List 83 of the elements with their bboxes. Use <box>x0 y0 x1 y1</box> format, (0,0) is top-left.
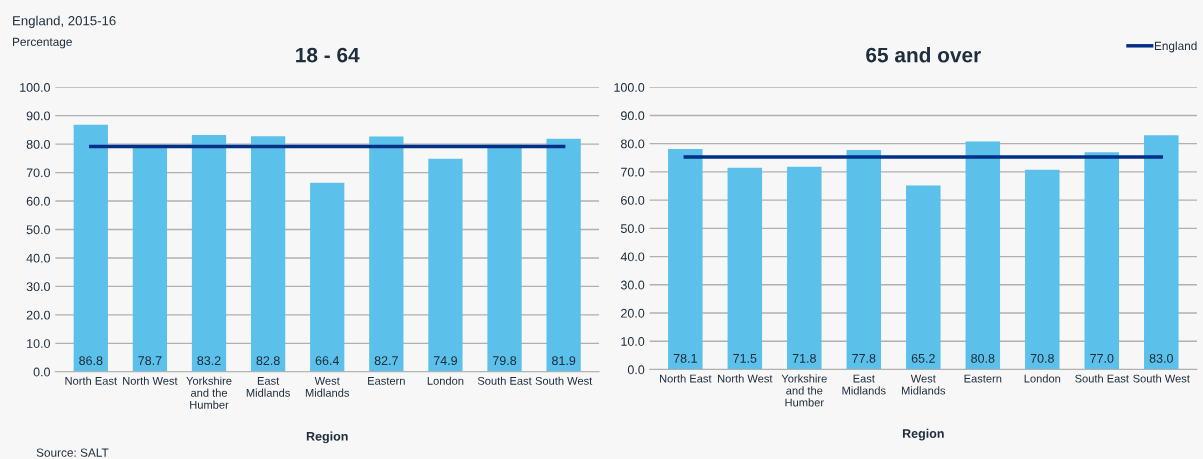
y-tick-label: 90.0 <box>621 111 645 121</box>
x-tick-label: West Midlands <box>901 374 946 395</box>
y-tick-label: 20.0 <box>26 310 50 320</box>
y-axis-title: Percentage <box>13 37 72 49</box>
data-label: 78.7 <box>138 356 162 366</box>
data-label: 82.7 <box>374 356 398 366</box>
bar <box>310 182 345 372</box>
bar <box>250 136 286 372</box>
y-tick-label: 40.0 <box>620 252 645 262</box>
data-label: 74.9 <box>433 356 457 366</box>
x-tick-label: South West <box>535 376 593 385</box>
data-label: 78.1 <box>673 353 697 363</box>
bar <box>546 138 581 372</box>
data-label: 80.8 <box>971 353 995 363</box>
bar <box>906 185 941 370</box>
y-tick-label: 30.0 <box>620 280 645 290</box>
x-tick-label: East Midlands <box>842 374 886 395</box>
y-tick-label: 80.0 <box>26 139 50 149</box>
x-tick-label: Eastern <box>368 377 405 385</box>
y-tick-label: 80.0 <box>620 139 645 149</box>
bar <box>965 141 1001 370</box>
bar <box>132 147 168 372</box>
bar <box>727 167 763 370</box>
x-tick-label: North East <box>659 374 712 383</box>
data-label: 71.5 <box>733 354 757 363</box>
data-label: 83.2 <box>197 356 221 366</box>
bar <box>846 149 882 370</box>
data-label: 66.4 <box>315 356 340 366</box>
y-tick-label: 100.0 <box>20 83 50 92</box>
x-axis-title: Region <box>306 431 348 444</box>
chart-title: 18 - 64 <box>296 47 360 63</box>
y-tick-label: 60.0 <box>621 195 645 205</box>
y-tick-label: 100.0 <box>614 83 645 92</box>
y-tick-label: 0.0 <box>33 367 50 377</box>
x-tick-label: Eastern <box>964 374 1002 383</box>
x-tick-label: West Midlands <box>305 377 350 397</box>
data-label: 81.9 <box>552 356 576 366</box>
data-label: 82.8 <box>256 356 280 366</box>
bar <box>1025 169 1060 370</box>
x-tick-label: London <box>427 376 464 385</box>
y-tick-label: 10.0 <box>27 339 50 348</box>
y-tick-label: 0.0 <box>627 365 645 375</box>
source-note: Source: SALT <box>36 448 109 457</box>
data-label: 71.8 <box>792 353 816 363</box>
bar <box>191 135 227 372</box>
bar <box>1084 152 1120 370</box>
y-tick-label: 50.0 <box>620 224 645 233</box>
x-tick-label: Yorkshire and the Humber <box>781 374 827 407</box>
y-tick-label: 70.0 <box>26 168 50 178</box>
x-tick-label: Yorkshire and the Humber <box>186 376 232 409</box>
bar <box>1144 135 1179 370</box>
data-label: 77.0 <box>1090 353 1114 363</box>
y-tick-label: 40.0 <box>26 253 50 263</box>
y-tick-label: 10.0 <box>621 337 645 346</box>
x-tick-label: North East <box>65 376 117 385</box>
x-tick-label: South West <box>1133 374 1190 383</box>
x-tick-label: London <box>1024 374 1061 383</box>
data-label: 77.8 <box>852 353 876 363</box>
data-label: 86.8 <box>79 356 103 366</box>
legend-label: England <box>1154 41 1197 53</box>
x-tick-label: North West <box>718 374 773 383</box>
x-tick-label: South East <box>1075 374 1129 383</box>
bar <box>369 136 404 372</box>
x-tick-label: North West <box>123 376 178 385</box>
bar <box>73 124 108 372</box>
y-tick-label: 70.0 <box>621 167 645 177</box>
text: England, 2015-16 <box>13 15 116 28</box>
x-axis-title: Region <box>902 428 944 441</box>
bar <box>428 158 463 372</box>
y-tick-label: 50.0 <box>26 225 50 235</box>
data-label: 79.8 <box>493 356 517 366</box>
data-label: 83.0 <box>1149 353 1173 363</box>
y-tick-label: 90.0 <box>26 111 50 121</box>
x-tick-label: East Midlands <box>246 377 290 397</box>
y-tick-label: 30.0 <box>26 282 50 292</box>
y-tick-label: 20.0 <box>621 308 645 318</box>
y-tick-label: 60.0 <box>26 196 50 206</box>
data-label: 70.8 <box>1030 353 1054 363</box>
bar <box>787 166 822 370</box>
bar <box>668 149 703 370</box>
data-label: 65.2 <box>911 353 935 363</box>
chart-title: 65 and over <box>866 47 981 63</box>
x-tick-label: South East <box>477 376 532 385</box>
